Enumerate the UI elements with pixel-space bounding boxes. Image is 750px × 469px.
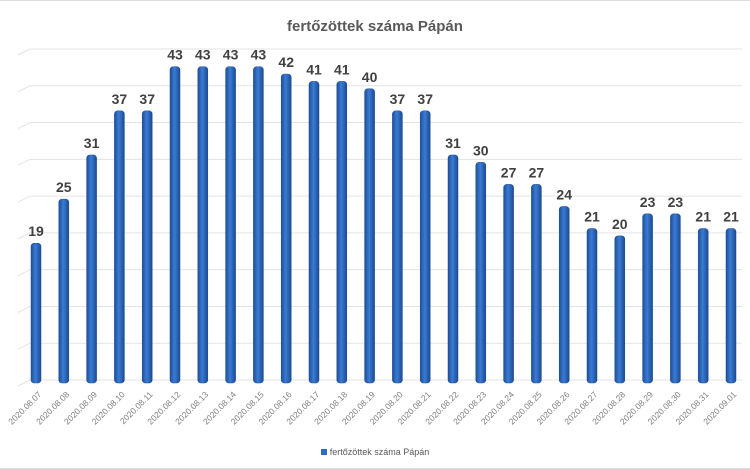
bar — [336, 81, 348, 384]
gridline — [17, 342, 742, 350]
data-label: 41 — [334, 61, 350, 77]
data-label: 21 — [723, 209, 739, 225]
data-label: 37 — [112, 91, 128, 107]
bar — [475, 162, 487, 384]
data-label: 43 — [167, 47, 183, 63]
bar — [30, 242, 42, 384]
bar — [503, 184, 514, 384]
bar — [169, 66, 181, 384]
data-label: 21 — [584, 209, 600, 225]
bar — [308, 81, 320, 384]
bar — [697, 228, 709, 384]
bar — [586, 228, 598, 384]
data-label: 31 — [445, 135, 461, 151]
bar — [447, 154, 459, 384]
data-label: 37 — [390, 91, 406, 107]
bar — [58, 198, 70, 384]
bar — [614, 235, 626, 384]
data-label: 40 — [362, 69, 378, 85]
bar — [253, 66, 264, 384]
data-label: 25 — [56, 179, 72, 195]
gridline — [17, 195, 742, 203]
gridline — [17, 305, 742, 313]
gridline — [17, 85, 742, 93]
data-label: 43 — [251, 47, 267, 63]
bar — [114, 110, 125, 384]
bar — [280, 73, 292, 384]
bar — [141, 110, 153, 384]
data-label: 42 — [278, 54, 294, 70]
data-label: 27 — [501, 164, 517, 180]
legend-label: fertőzöttek száma Pápán — [329, 447, 430, 457]
chart-title: fertőzöttek száma Pápán — [287, 18, 463, 35]
gridline — [17, 158, 742, 166]
data-label: 43 — [223, 47, 239, 63]
gridline — [17, 122, 742, 130]
data-label: 20 — [612, 216, 628, 232]
bar — [392, 110, 403, 384]
bar — [86, 154, 97, 384]
gridline — [17, 232, 742, 240]
data-label: 41 — [306, 61, 322, 77]
bar — [531, 184, 542, 384]
data-label: 43 — [195, 47, 211, 63]
gridline — [17, 269, 742, 277]
data-label: 37 — [139, 91, 155, 107]
data-label: 23 — [668, 194, 684, 210]
bar — [642, 213, 653, 384]
data-label: 23 — [640, 194, 656, 210]
data-label: 19 — [28, 223, 44, 239]
gridline — [17, 379, 742, 387]
legend-swatch — [320, 449, 327, 455]
gridline — [17, 48, 742, 56]
data-label: 31 — [84, 135, 100, 151]
bar — [419, 110, 431, 384]
bar — [197, 66, 209, 384]
bar — [364, 88, 375, 384]
bar — [670, 213, 681, 384]
data-label: 30 — [473, 142, 489, 158]
data-label: 37 — [417, 91, 433, 107]
data-label: 21 — [695, 209, 711, 225]
data-label: 27 — [529, 164, 545, 180]
bar — [558, 206, 570, 384]
legend: fertőzöttek száma Pápán — [0, 447, 750, 457]
bar — [725, 228, 737, 384]
data-label: 24 — [556, 186, 572, 202]
bar — [225, 66, 236, 384]
